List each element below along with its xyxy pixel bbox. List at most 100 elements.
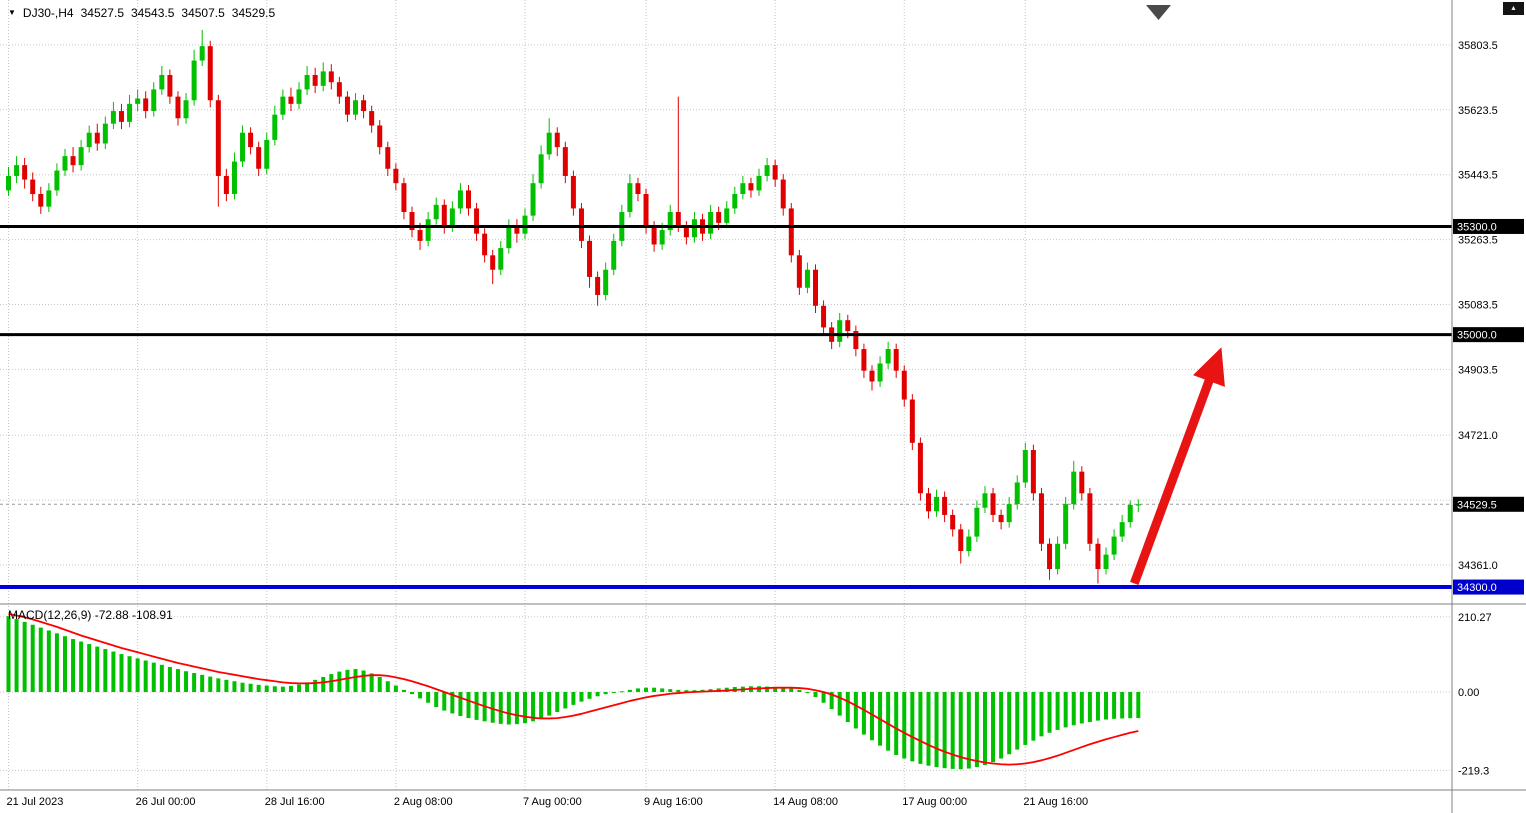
macd-bar — [910, 691, 915, 762]
svg-text:35000.0: 35000.0 — [1457, 330, 1497, 342]
candle-body — [691, 219, 697, 238]
candle-body — [788, 208, 794, 256]
macd-bar — [1007, 691, 1012, 755]
macd-bar — [587, 691, 592, 699]
macd-bar — [603, 691, 608, 695]
macd-bar — [886, 691, 891, 751]
candle-body — [54, 170, 60, 191]
candle-body — [223, 175, 229, 195]
candle-body — [191, 60, 197, 101]
candle-body — [207, 46, 213, 101]
candle-body — [546, 132, 552, 155]
candle-body — [86, 132, 92, 148]
candle-body — [934, 496, 940, 512]
candle-body — [942, 496, 948, 515]
candle-body — [102, 123, 108, 144]
macd-bar — [853, 691, 858, 729]
candle-body — [506, 226, 512, 249]
candle-body — [998, 514, 1004, 523]
macd-bar — [22, 621, 27, 692]
macd-bar — [71, 639, 76, 692]
macd-bar — [1047, 691, 1052, 733]
macd-bar — [829, 691, 834, 710]
candle-body — [474, 208, 480, 234]
macd-bar — [1112, 691, 1117, 719]
trend-arrow[interactable] — [1130, 347, 1225, 586]
macd-bar — [894, 691, 899, 755]
candle-body — [264, 139, 270, 169]
macd-bar — [821, 691, 826, 703]
candle-body — [1022, 450, 1028, 483]
macd-bar — [264, 685, 269, 692]
macd-bar — [280, 686, 285, 692]
candle-body — [312, 75, 318, 86]
price-axis-label: 35803.5 — [1458, 40, 1498, 52]
candle-body — [595, 276, 601, 295]
macd-bar — [918, 691, 923, 764]
macd-bar — [982, 691, 987, 765]
macd-bar — [313, 679, 318, 692]
candle-body — [240, 132, 246, 162]
candle-body — [740, 183, 746, 195]
price-axis-label: 35263.5 — [1458, 235, 1498, 247]
axis-corner-button[interactable]: ▲ — [1503, 2, 1524, 15]
macd-bar — [781, 687, 786, 692]
macd-bar — [288, 685, 293, 692]
macd-bar — [87, 644, 92, 692]
candle-body — [401, 183, 407, 213]
time-axis-label: 14 Aug 08:00 — [773, 796, 838, 808]
candle-body — [336, 82, 342, 97]
macd-bar — [103, 649, 108, 692]
macd-bar — [297, 684, 302, 692]
svg-text:35300.0: 35300.0 — [1457, 221, 1497, 233]
candle-body — [627, 183, 633, 213]
macd-bar — [458, 691, 463, 716]
candle-body — [1119, 522, 1125, 537]
macd-bar — [434, 691, 439, 708]
price-axis-label: 34721.0 — [1458, 430, 1498, 442]
macd-bar — [999, 691, 1004, 759]
macd-bar — [563, 691, 568, 709]
candle-body — [1047, 543, 1053, 570]
candle-body — [538, 154, 544, 184]
candle-body — [893, 349, 899, 371]
macd-bar — [337, 671, 342, 692]
candle-body — [522, 215, 528, 234]
macd-bar — [966, 691, 971, 769]
price-axis-label: 34903.5 — [1458, 364, 1498, 376]
symbol-title: DJ30-,H4 — [22, 6, 74, 20]
time-axis-label: 17 Aug 00:00 — [902, 796, 967, 808]
candle-body — [353, 100, 359, 115]
macd-bar — [837, 691, 842, 716]
macd-bar — [805, 691, 810, 693]
ohlc-close: 34529.5 — [231, 6, 276, 20]
time-axis-label: 21 Aug 16:00 — [1023, 796, 1088, 808]
candle-body — [837, 320, 843, 342]
macd-bar — [1039, 691, 1044, 737]
candle-body — [304, 75, 310, 90]
symbol-dropdown-icon[interactable]: ▼ — [8, 8, 16, 17]
macd-bar — [522, 691, 527, 724]
candle-body — [804, 269, 810, 288]
candle-body — [675, 212, 681, 227]
current-price-tag: 34529.5 — [1453, 496, 1524, 512]
macd-bar — [627, 689, 632, 692]
macd-bar — [1031, 691, 1036, 741]
macd-bar — [579, 691, 584, 702]
candle-body — [966, 536, 972, 551]
candle-body — [587, 240, 593, 277]
price-axis-label: 35083.5 — [1458, 300, 1498, 312]
macd-bar — [393, 685, 398, 692]
macd-bar — [38, 627, 43, 692]
trend-arrow-shaft — [1130, 371, 1216, 586]
macd-bar — [797, 689, 802, 692]
macd-bar — [272, 686, 277, 692]
candle-body — [127, 103, 133, 122]
macd-bar — [942, 691, 947, 769]
candle-body — [135, 98, 141, 104]
macd-bar — [377, 676, 382, 692]
candle-body — [780, 179, 786, 209]
candle-body — [853, 331, 859, 350]
macd-bar — [200, 674, 205, 692]
